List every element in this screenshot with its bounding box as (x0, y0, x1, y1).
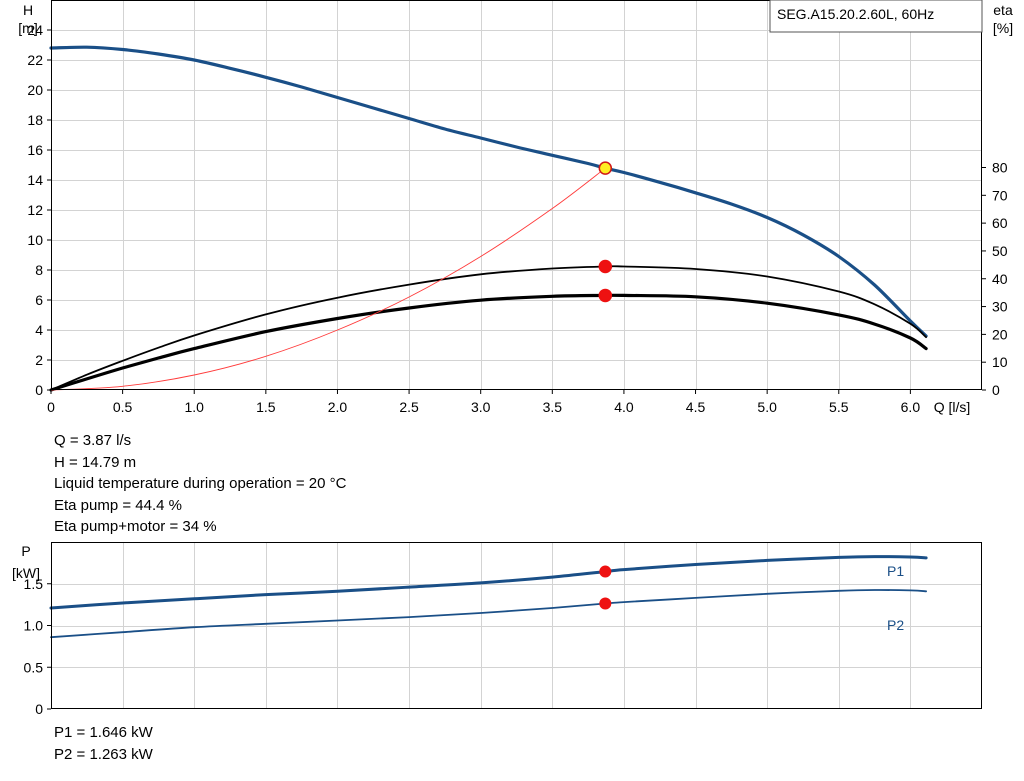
p1-curve (49, 555, 928, 610)
x-tick-label: 4.0 (614, 399, 634, 415)
y-right-tick-label: 80 (992, 160, 1008, 176)
y-right-tick-label: 40 (992, 271, 1008, 287)
power-axis-name: P (21, 543, 30, 559)
y-left-tick-label: 18 (27, 112, 43, 128)
y-right-tick-label: 0 (992, 382, 1000, 398)
y-left-tick-label: 10 (27, 232, 43, 248)
x-tick-label: 0.5 (113, 399, 133, 415)
x-tick-label: 5.5 (829, 399, 849, 415)
y-left-tick-label: 20 (27, 82, 43, 98)
y-right-tick-label: 20 (992, 326, 1008, 342)
y-left-tick-label: 8 (35, 262, 43, 278)
y-right-axis-unit: [%] (993, 20, 1013, 36)
bottom-chart-frame (51, 542, 982, 709)
p2-curve (50, 589, 927, 639)
x-tick-label: 4.5 (686, 399, 706, 415)
y-left-tick-label: 2 (35, 352, 43, 368)
x-tick-label: 1.0 (184, 399, 204, 415)
y-right-tick-label: 10 (992, 354, 1008, 370)
y-left-tick-label: 4 (35, 322, 43, 338)
y-left-tick-label: 16 (27, 142, 43, 158)
y-left-axis-unit: [m] (18, 20, 37, 36)
top-chart-curves (49, 45, 928, 392)
head-curve (49, 45, 928, 338)
chart-labels: 0 0.5 1.0 1.5 2.0 2.5 3.0 3.5 4.0 4.5 5.0 5.5 6.0024… (24, 22, 1008, 717)
p2-readout: P2 = 1.263 kW (54, 745, 153, 763)
x-tick-label: 0 (47, 399, 55, 415)
power-tick-label: 0.5 (24, 659, 44, 675)
y-right-axis-name: eta (993, 2, 1013, 18)
chart-frames (51, 0, 982, 709)
y-left-axis-name: H (23, 2, 33, 18)
power-point-info: P1 = 1.646 kW P2 = 1.263 kW (54, 722, 153, 765)
eta-total-curve (49, 293, 928, 392)
x-tick-label: 2.5 (399, 399, 419, 415)
y-left-tick-label: 6 (35, 292, 43, 308)
x-tick-label: 5.0 (757, 399, 777, 415)
x-tick-label: 1.5 (256, 399, 276, 415)
p1-series-label: P1 (887, 563, 904, 579)
y-right-tick-label: 50 (992, 243, 1008, 259)
duty-point-marker (598, 288, 613, 303)
power-tick-label: 1.0 (24, 618, 44, 634)
title-box (769, 0, 983, 33)
eta-pump-curve (50, 265, 927, 391)
x-tick-label: 6.0 (901, 399, 921, 415)
x-tick-label: 3.5 (543, 399, 563, 415)
power-point-marker (599, 565, 612, 578)
y-left-tick-label: 14 (27, 172, 43, 188)
y-left-tick-label: 22 (27, 52, 43, 68)
power-tick-label: 0 (35, 701, 43, 717)
temperature-readout: Liquid temperature during operation = 20… (54, 475, 347, 492)
y-left-tick-label: 0 (35, 382, 43, 398)
top-chart-frame (51, 0, 982, 390)
x-tick-label: 3.0 (471, 399, 491, 415)
eta-pump-readout: Eta pump = 44.4 % (54, 496, 182, 514)
flow-readout: Q = 3.87 l/s (54, 432, 132, 449)
y-left-tick-label: 12 (27, 202, 43, 218)
power-tick-label: 1.5 (24, 576, 44, 592)
head-readout: H = 14.79 m (54, 453, 137, 471)
x-axis-label: Q [l/s] (934, 399, 971, 415)
bottom-chart-curves (49, 555, 928, 639)
eta-total-readout: Eta pump+motor = 34 % (54, 518, 217, 535)
x-tick-label: 2.0 (328, 399, 348, 415)
duty-point-info: Q = 3.87 l/s H = 14.79 m Liquid temperat… (54, 430, 346, 538)
chart-markers (598, 161, 613, 610)
y-left-tick-label: 24 (27, 22, 43, 38)
power-point-marker (599, 597, 612, 610)
top-chart-grid (51, 0, 982, 390)
duty-point-marker (598, 259, 613, 274)
y-right-tick-label: 30 (992, 299, 1008, 315)
chart-title: SEG.A15.20.2.60L, 60Hz (777, 6, 934, 22)
bottom-chart-grid (51, 542, 982, 709)
y-right-tick-label: 70 (992, 187, 1008, 203)
power-axis-unit: [kW] (12, 565, 40, 581)
duty-point-marker (598, 161, 613, 175)
p2-series-label: P2 (887, 617, 904, 633)
system-curve (50, 167, 606, 391)
y-right-tick-label: 60 (992, 215, 1008, 231)
p1-readout: P1 = 1.646 kW (54, 724, 153, 741)
